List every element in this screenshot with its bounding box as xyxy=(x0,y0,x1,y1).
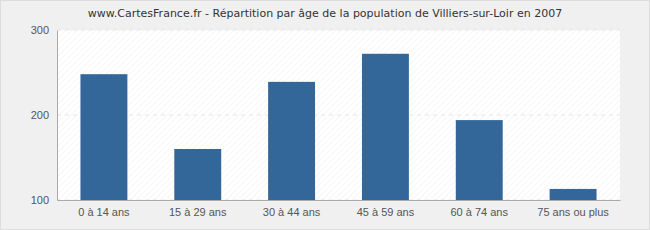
bar xyxy=(174,149,221,200)
x-tick-label: 75 ans ou plus xyxy=(537,206,609,218)
y-axis: 100 200 300 xyxy=(31,24,58,206)
x-tick: 60 à 74 ans xyxy=(451,200,509,218)
x-tick: 75 ans ou plus xyxy=(537,200,609,218)
grid-line xyxy=(57,115,620,116)
x-axis: 0 à 14 ans 15 à 29 ans 30 à 44 ans 45 à 59 … xyxy=(58,200,621,218)
background xyxy=(1,1,650,230)
x-axis-line xyxy=(58,200,621,201)
grid xyxy=(57,30,620,200)
bar xyxy=(268,82,315,200)
y-tick-label: 300 xyxy=(31,24,49,36)
x-tick-label: 30 à 44 ans xyxy=(263,206,321,218)
bar xyxy=(362,54,409,200)
bars xyxy=(80,54,596,200)
x-tick: 30 à 44 ans xyxy=(263,200,321,218)
chart: 100 200 300 0 à 14 ans 15 à 29 ans 30 à 44 an… xyxy=(0,0,650,230)
title: www.CartesFrance.fr - Répartition par âg… xyxy=(88,7,562,20)
grid-line xyxy=(57,200,620,201)
x-tick-label: 15 à 29 ans xyxy=(169,206,227,218)
y-tick-label: 100 xyxy=(31,194,49,206)
y-axis-line xyxy=(57,31,58,201)
x-tick-label: 0 à 14 ans xyxy=(78,206,130,218)
x-tick: 0 à 14 ans xyxy=(78,200,130,218)
x-tick-label: 60 à 74 ans xyxy=(451,206,509,218)
y-tick: 200 xyxy=(31,109,57,121)
bar xyxy=(456,120,503,200)
plot-area xyxy=(57,30,620,200)
y-tick: 300 xyxy=(31,24,57,36)
grid-line xyxy=(57,30,620,31)
y-tick-label: 200 xyxy=(31,109,49,121)
bar xyxy=(550,189,597,200)
y-tick: 100 xyxy=(31,194,57,206)
x-tick: 15 à 29 ans xyxy=(169,200,227,218)
x-tick: 45 à 59 ans xyxy=(357,200,415,218)
bar xyxy=(80,74,127,200)
x-tick-label: 45 à 59 ans xyxy=(357,206,415,218)
